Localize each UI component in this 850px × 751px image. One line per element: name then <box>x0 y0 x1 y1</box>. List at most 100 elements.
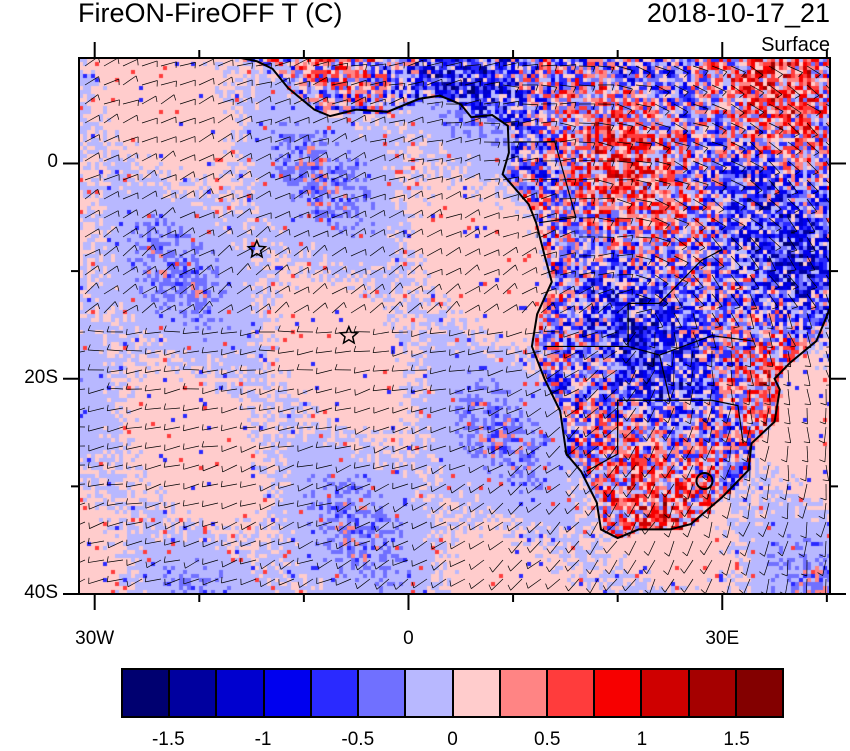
colorbar-swatch <box>690 670 737 716</box>
wind-barb <box>259 408 275 410</box>
wind-barb <box>317 389 332 393</box>
wind-barb-flag <box>742 459 747 462</box>
wind-barb <box>89 389 104 394</box>
wind-barb-flag <box>605 569 609 573</box>
wind-barb <box>221 427 237 431</box>
wind-barb <box>705 446 712 461</box>
wind-barb-flag <box>648 280 652 285</box>
wind-barb-flag <box>667 184 670 189</box>
wind-barb <box>161 151 173 161</box>
wind-barb <box>522 119 538 123</box>
wind-barb-flag <box>828 232 830 233</box>
wind-barb <box>355 484 370 490</box>
wind-barb-flag <box>784 404 790 405</box>
wind-barb-flag <box>499 62 500 68</box>
wind-barb-flag <box>593 104 595 110</box>
wind-barb <box>824 427 826 443</box>
wind-barb <box>351 80 366 85</box>
wind-barb <box>142 154 156 161</box>
wind-barb <box>85 175 100 180</box>
wind-barb <box>180 284 193 294</box>
wind-barb <box>826 332 830 347</box>
wind-barb-flag <box>480 173 481 179</box>
wind-barb-flag <box>430 368 431 374</box>
wind-barb-flag <box>651 309 652 315</box>
wind-barb-flag <box>431 543 432 549</box>
wind-barb-flag <box>704 535 709 538</box>
wind-barb-flag <box>297 461 298 467</box>
wind-barb <box>427 102 443 104</box>
wind-barb <box>522 267 536 275</box>
lon-tick-label: 30W <box>75 628 114 650</box>
wind-barb <box>617 236 633 237</box>
wind-barb <box>470 541 484 549</box>
wind-barb-flag <box>164 556 165 562</box>
wind-barb-flag <box>450 505 451 511</box>
wind-barb-flag <box>461 62 462 68</box>
wind-barb-flag <box>126 519 127 525</box>
wind-barb-flag <box>776 209 781 212</box>
wind-barb-flag <box>365 97 366 103</box>
wind-barb-flag <box>335 347 336 353</box>
wind-barb <box>686 465 693 479</box>
wind-barb <box>468 408 484 411</box>
wind-barb-flag <box>612 237 614 243</box>
wind-barb <box>648 389 655 404</box>
wind-barb <box>389 211 403 218</box>
wind-barb-flag <box>194 191 195 197</box>
wind-barb <box>223 560 237 567</box>
wind-barb-flag <box>575 139 576 145</box>
wind-barb-flag <box>783 384 789 386</box>
wind-barb <box>529 522 541 533</box>
wind-barb <box>788 104 801 113</box>
wind-barb <box>332 63 348 66</box>
wind-barb-flag <box>758 227 763 231</box>
wind-barb-flag <box>622 586 625 591</box>
wind-barb-flag <box>623 472 626 477</box>
wind-barb-flag <box>355 428 356 434</box>
wind-barb <box>549 446 560 458</box>
wind-barb <box>605 427 617 437</box>
wind-barb <box>161 264 172 275</box>
wind-barb-flag <box>795 171 800 174</box>
wind-barb-flag <box>779 111 783 115</box>
colorbar-swatch <box>312 670 359 716</box>
wind-barb-flag <box>780 497 785 500</box>
wind-barb <box>724 541 731 555</box>
wind-barb-flag <box>611 125 614 130</box>
wind-barb <box>645 465 655 477</box>
wind-barb <box>727 408 731 423</box>
wind-barb <box>85 303 98 313</box>
wind-barb-flag <box>107 462 108 468</box>
wind-barb <box>165 541 180 545</box>
wind-barb <box>260 370 275 374</box>
wind-barb <box>446 247 459 256</box>
wind-barb <box>104 114 117 123</box>
wind-barb <box>541 213 556 218</box>
wind-barb-flag <box>316 368 317 374</box>
plot-title: FireON-FireOFF T (C) <box>78 0 342 29</box>
wind-barb <box>560 139 576 142</box>
lon-tick-label: 30E <box>705 628 739 650</box>
wind-barb <box>484 160 500 161</box>
wind-barb <box>617 218 633 219</box>
wind-barb-flag <box>593 124 595 130</box>
wind-barb <box>294 212 309 218</box>
wind-barb <box>237 209 250 218</box>
wind-barb-flag <box>741 206 745 210</box>
wind-barb <box>765 503 769 518</box>
wind-barb <box>332 230 346 237</box>
wind-barb-flag <box>802 422 808 424</box>
wind-barb <box>685 503 693 517</box>
wind-barb <box>332 174 347 180</box>
wind-barb-flag <box>308 59 309 65</box>
wind-barb-flag <box>480 65 481 71</box>
wind-barb <box>731 332 732 348</box>
wind-barb <box>316 370 332 374</box>
wind-barb-flag <box>733 327 739 328</box>
wind-barb <box>332 117 347 123</box>
wind-barb-flag <box>404 97 405 103</box>
wind-barb <box>241 560 256 564</box>
wind-barb-flag <box>747 423 753 424</box>
colorbar-swatch <box>123 670 170 716</box>
